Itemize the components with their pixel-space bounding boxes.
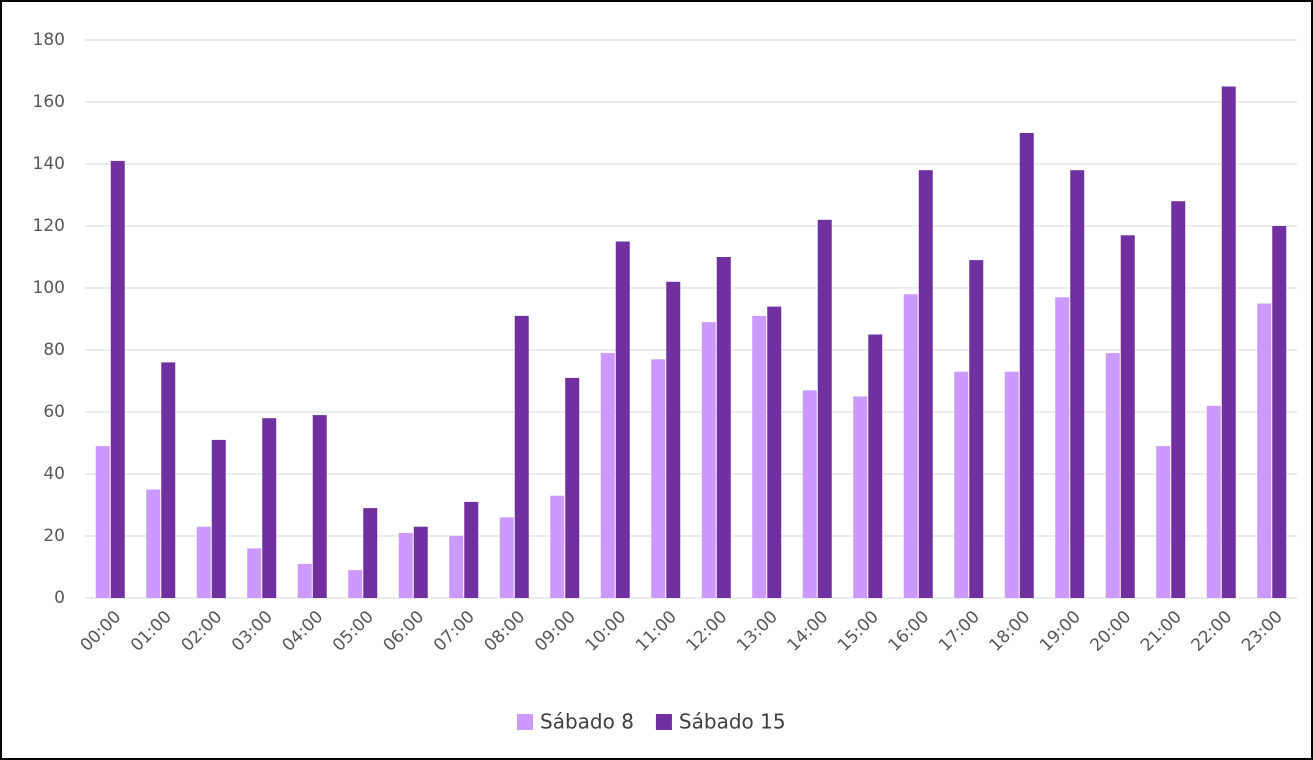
bar — [868, 334, 883, 598]
bar — [146, 489, 161, 598]
bar — [196, 526, 211, 598]
bar — [348, 570, 363, 598]
y-tick-label: 40 — [43, 464, 65, 484]
legend-label: Sábado 8 — [540, 710, 634, 734]
bar — [550, 495, 565, 598]
bar — [600, 353, 615, 598]
bar — [802, 390, 817, 598]
bar — [918, 170, 933, 598]
bar — [1019, 133, 1034, 598]
bar — [413, 526, 428, 598]
bar — [853, 396, 868, 598]
bar — [565, 377, 580, 598]
y-tick-label: 100 — [33, 278, 65, 298]
legend-label: Sábado 15 — [679, 710, 786, 734]
bar — [716, 257, 731, 598]
bar — [110, 160, 125, 598]
bar — [449, 536, 464, 598]
bar — [211, 439, 226, 598]
y-tick-label: 160 — [33, 92, 65, 112]
legend-swatch — [517, 714, 533, 730]
bar — [1171, 201, 1186, 598]
bar — [1206, 405, 1221, 598]
bar — [161, 362, 176, 598]
bar — [767, 306, 782, 598]
bar — [969, 260, 984, 598]
bar — [903, 294, 918, 598]
bar — [817, 219, 832, 599]
bar — [1272, 226, 1287, 598]
bar — [499, 517, 514, 598]
bar — [1070, 170, 1085, 598]
bar — [464, 501, 479, 598]
bar — [363, 508, 378, 598]
bar — [1120, 235, 1135, 599]
bar — [95, 446, 110, 598]
bar — [1004, 371, 1019, 598]
bar — [1257, 303, 1272, 598]
y-tick-label: 0 — [54, 588, 65, 608]
bar — [1156, 446, 1171, 598]
bar — [398, 532, 413, 598]
bar — [1221, 86, 1236, 598]
y-tick-label: 60 — [43, 402, 65, 422]
bar — [1105, 353, 1120, 598]
bar — [752, 315, 767, 598]
bar — [701, 322, 716, 598]
bar — [262, 418, 277, 598]
y-tick-label: 140 — [33, 154, 65, 174]
bar — [615, 241, 630, 598]
legend-swatch — [655, 714, 672, 730]
legend: Sábado 8 Sábado 15 — [517, 710, 786, 734]
bar — [312, 415, 327, 598]
y-tick-label: 120 — [33, 216, 65, 236]
bar — [514, 315, 529, 598]
bar — [954, 371, 969, 598]
y-tick-label: 80 — [43, 340, 65, 360]
bar — [1055, 297, 1070, 598]
y-tick-label: 20 — [43, 526, 65, 546]
bar — [651, 359, 666, 598]
bar — [666, 281, 681, 598]
bar — [247, 548, 262, 598]
bar — [297, 563, 312, 598]
y-tick-label: 180 — [33, 30, 65, 50]
